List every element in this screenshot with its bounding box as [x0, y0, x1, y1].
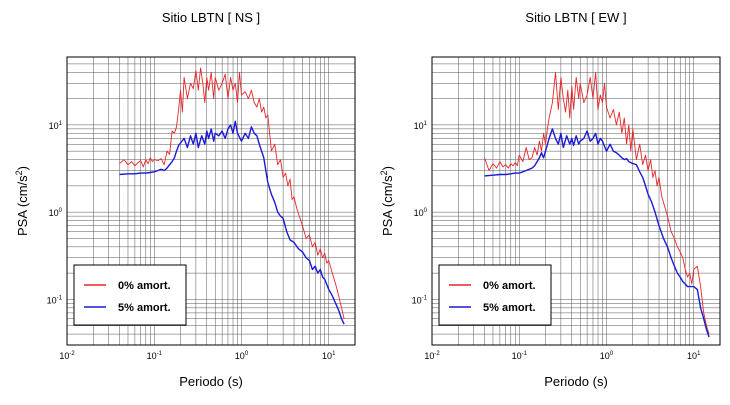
- legend-entry: 5% amort.: [118, 302, 171, 314]
- x-tick-label: 100: [600, 351, 614, 361]
- legend-entry: 0% amort.: [118, 280, 171, 292]
- x-tick-label: 100: [235, 351, 249, 361]
- chart-panel-2: 10-2 10-1 100 101 10-1 100 101 Sitio LBTN [ EW …: [379, 10, 721, 389]
- x-tick-label: 10-1: [147, 351, 163, 361]
- y-tick-label: 100: [49, 208, 63, 218]
- x-tick-label: 101: [687, 351, 701, 361]
- plot-frame: [431, 56, 721, 346]
- series-line-damping-0: [484, 71, 710, 335]
- legend-entry: 0% amort.: [483, 280, 536, 292]
- legend-box: [438, 264, 552, 326]
- series-line-damping-0: [119, 67, 345, 319]
- series-line-damping-5: [484, 128, 710, 338]
- x-tick-label: 10-2: [424, 351, 440, 361]
- x-axis-label: Periodo (s): [179, 374, 243, 389]
- chart-panel-1: 10-2 10-1 100 101 10-1 100 101 Sitio LBTN [ NS …: [14, 10, 356, 389]
- y-tick-label: 10-1: [412, 295, 428, 305]
- y-tick-label: 100: [414, 208, 428, 218]
- legend: 0% amort. 5% amort.: [73, 264, 187, 326]
- x-tick-label: 10-1: [512, 351, 528, 361]
- series-line-damping-5: [119, 120, 345, 325]
- legend-entry: 5% amort.: [483, 302, 536, 314]
- y-axis-label: PSA (cm/s2): [379, 166, 395, 236]
- chart-title: Sitio LBTN [ NS ]: [162, 10, 260, 25]
- x-tick-label: 101: [322, 351, 336, 361]
- plot-frame: [66, 56, 356, 346]
- y-tick-label: 101: [49, 121, 63, 131]
- chart-title: Sitio LBTN [ EW ]: [525, 10, 626, 25]
- x-tick-label: 10-2: [59, 351, 75, 361]
- y-tick-label: 10-1: [47, 295, 63, 305]
- legend: 0% amort. 5% amort.: [438, 264, 552, 326]
- legend-box: [73, 264, 187, 326]
- y-tick-label: 101: [414, 121, 428, 131]
- y-axis-label: PSA (cm/s2): [14, 166, 30, 236]
- x-axis-label: Periodo (s): [544, 374, 608, 389]
